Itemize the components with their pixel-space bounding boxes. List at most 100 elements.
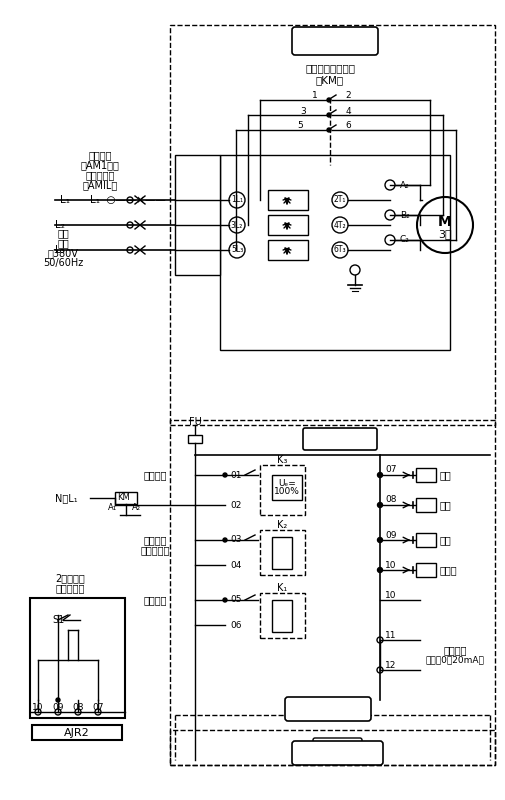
Circle shape: [327, 128, 331, 132]
Text: L₃: L₃: [55, 245, 65, 255]
Bar: [170, 25, 495, 425]
Circle shape: [378, 538, 382, 542]
Text: 配旁路电磁接触器: 配旁路电磁接触器: [305, 63, 355, 73]
Text: K₂: K₂: [277, 520, 287, 530]
Text: 09: 09: [52, 703, 64, 713]
Bar: [260, 530, 305, 575]
Bar: [416, 468, 436, 482]
FancyBboxPatch shape: [292, 741, 383, 765]
Text: 3～: 3～: [438, 229, 452, 239]
Text: （可编程）: （可编程）: [140, 545, 170, 555]
Text: ～380V: ～380V: [47, 248, 78, 258]
Text: C₂: C₂: [400, 235, 410, 245]
Text: Uₑ=: Uₑ=: [278, 478, 296, 487]
Text: 远距离控制: 远距离控制: [56, 583, 85, 593]
Circle shape: [223, 598, 227, 602]
Bar: [272, 475, 302, 500]
Circle shape: [378, 567, 382, 573]
Text: 5L₃: 5L₃: [231, 246, 243, 254]
Bar: [220, 155, 450, 350]
Circle shape: [378, 502, 382, 507]
Text: 主电路: 主电路: [325, 35, 345, 49]
Bar: [170, 420, 495, 765]
Text: K₁: K₁: [277, 583, 287, 593]
Text: L₂: L₂: [55, 220, 65, 230]
Circle shape: [56, 698, 60, 702]
Bar: [170, 730, 495, 765]
Text: （KM）: （KM）: [316, 75, 344, 85]
Text: 12: 12: [385, 661, 396, 670]
Text: 延时输出: 延时输出: [143, 535, 167, 545]
Bar: [416, 563, 436, 577]
Text: 01: 01: [230, 470, 241, 479]
Text: 10: 10: [385, 561, 396, 570]
Text: S1: S1: [52, 615, 64, 625]
FancyBboxPatch shape: [313, 738, 362, 754]
Text: 02: 02: [230, 501, 241, 510]
Text: FU: FU: [189, 417, 201, 427]
Text: 03: 03: [230, 535, 241, 545]
Text: 2线控制或: 2线控制或: [55, 573, 85, 583]
Bar: [272, 537, 292, 569]
Text: 公共端: 公共端: [440, 565, 458, 575]
Text: 08: 08: [72, 703, 84, 713]
Text: 电源: 电源: [57, 228, 69, 238]
Text: 10: 10: [32, 703, 44, 713]
Circle shape: [327, 113, 331, 117]
FancyBboxPatch shape: [285, 697, 371, 721]
Text: 50/60Hz: 50/60Hz: [43, 258, 83, 268]
Text: 停止: 停止: [440, 500, 452, 510]
Text: KM: KM: [118, 494, 130, 502]
Text: 10: 10: [385, 590, 396, 599]
Text: （直流0～20mA）: （直流0～20mA）: [426, 655, 484, 665]
Circle shape: [223, 473, 227, 477]
Bar: [260, 465, 305, 515]
Text: A₁: A₁: [108, 503, 117, 513]
FancyBboxPatch shape: [292, 27, 378, 55]
Text: 5: 5: [297, 122, 303, 130]
Text: RS485通信: RS485通信: [312, 747, 362, 757]
Bar: [268, 240, 308, 260]
Text: 控制电路: 控制电路: [315, 705, 341, 715]
Text: 三相: 三相: [57, 238, 69, 248]
Text: 3L₂: 3L₂: [231, 221, 243, 230]
Bar: [416, 533, 436, 547]
Text: 1L₁: 1L₁: [231, 195, 243, 205]
Text: 漏电断路器: 漏电断路器: [85, 170, 115, 180]
Text: 模拟输出: 模拟输出: [443, 645, 467, 655]
Text: 07: 07: [92, 703, 104, 713]
FancyBboxPatch shape: [303, 428, 377, 450]
Text: 11: 11: [385, 630, 396, 639]
Bar: [416, 498, 436, 512]
Text: 06: 06: [230, 621, 241, 630]
Bar: [32, 725, 122, 740]
Text: 瞬停: 瞬停: [440, 470, 452, 480]
Text: 故障输出: 故障输出: [143, 595, 167, 605]
Bar: [260, 593, 305, 638]
Text: 2T₁: 2T₁: [334, 195, 346, 205]
Text: +DC12V: +DC12V: [319, 435, 361, 445]
Circle shape: [378, 473, 382, 478]
Text: 07: 07: [385, 466, 396, 474]
Text: 4T₂: 4T₂: [334, 221, 346, 230]
Text: （AM1）或: （AM1）或: [81, 160, 120, 170]
Text: 08: 08: [385, 495, 396, 505]
Text: M: M: [438, 215, 452, 229]
Text: 3: 3: [300, 106, 306, 115]
Text: 2: 2: [345, 91, 351, 101]
Text: 1: 1: [312, 91, 318, 101]
Bar: [188, 435, 202, 443]
Text: A₂: A₂: [131, 503, 140, 513]
Text: N或L₁: N或L₁: [55, 493, 78, 503]
Text: A₂: A₂: [400, 181, 410, 190]
Bar: [268, 215, 308, 235]
Text: B₂: B₂: [400, 210, 410, 219]
Text: 全压输出: 全压输出: [143, 470, 167, 480]
Bar: [30, 598, 125, 718]
Text: （AMIL）: （AMIL）: [82, 180, 118, 190]
Text: 配断路器: 配断路器: [88, 150, 112, 160]
Text: 6: 6: [345, 122, 351, 130]
Text: AJR2: AJR2: [64, 728, 90, 738]
Bar: [268, 190, 308, 210]
Text: 6T₃: 6T₃: [334, 246, 346, 254]
